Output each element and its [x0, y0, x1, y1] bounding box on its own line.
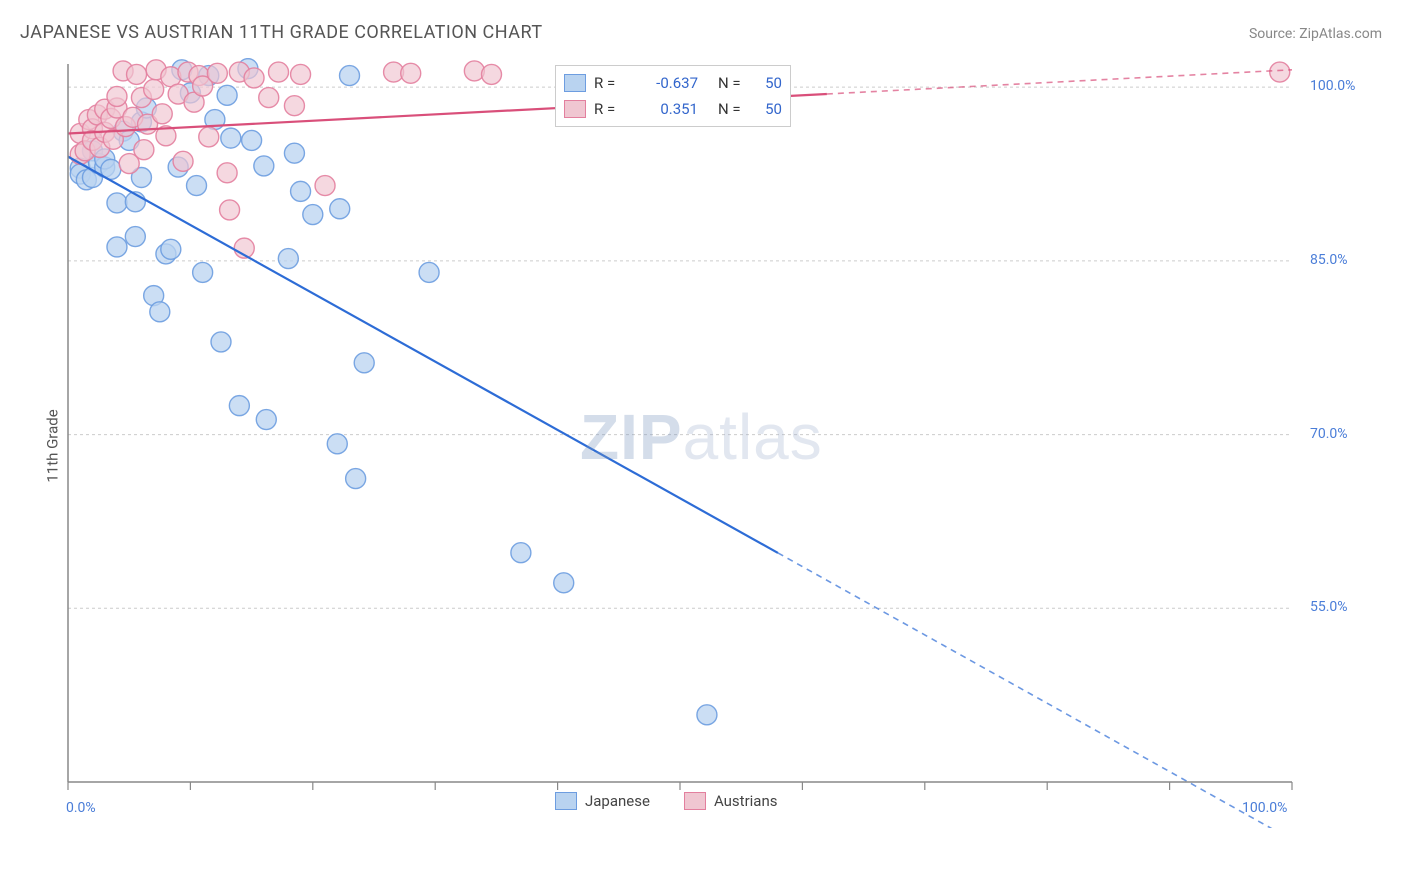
series-name: Austrians	[714, 792, 778, 810]
chart-title: JAPANESE VS AUSTRIAN 11TH GRADE CORRELAT…	[20, 22, 543, 43]
legend-swatch	[555, 792, 577, 810]
x-tick-label: 0.0%	[66, 800, 96, 816]
y-tick-label: 55.0%	[1310, 599, 1348, 615]
legend-swatch	[684, 792, 706, 810]
source-link[interactable]: ZipAtlas.com	[1299, 26, 1382, 42]
legend-row: R = -0.637 N = 50	[564, 70, 782, 96]
legend-r-value: 0.351	[638, 100, 698, 118]
source-prefix: Source:	[1249, 26, 1299, 42]
legend-r-label: R =	[594, 74, 630, 92]
legend-n-value: 50	[756, 100, 782, 118]
y-tick-label: 100.0%	[1310, 78, 1355, 94]
correlation-legend: R = -0.637 N = 50 R = 0.351 N = 50	[555, 65, 791, 127]
scatter-plot-svg	[62, 58, 1382, 828]
series-legend: Japanese Austrians	[555, 792, 778, 810]
legend-row: R = 0.351 N = 50	[564, 96, 782, 122]
legend-n-value: 50	[756, 74, 782, 92]
legend-swatch	[564, 100, 586, 118]
plot-area	[62, 58, 1382, 828]
y-tick-label: 70.0%	[1310, 426, 1348, 442]
y-axis-label: 11th Grade	[44, 409, 62, 482]
x-tick-label: 100.0%	[1242, 800, 1287, 816]
series-legend-item: Austrians	[684, 792, 778, 810]
legend-n-label: N =	[718, 100, 748, 118]
source-label: Source: ZipAtlas.com	[1249, 26, 1382, 42]
legend-r-label: R =	[594, 100, 630, 118]
legend-swatch	[564, 74, 586, 92]
legend-n-label: N =	[718, 74, 748, 92]
series-legend-item: Japanese	[555, 792, 650, 810]
legend-r-value: -0.637	[638, 74, 698, 92]
series-name: Japanese	[585, 792, 650, 810]
y-tick-label: 85.0%	[1310, 252, 1348, 268]
